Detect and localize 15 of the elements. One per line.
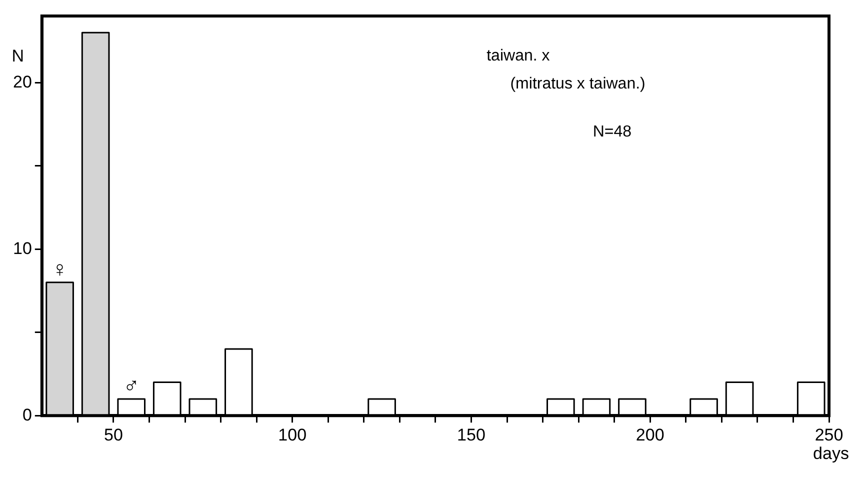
x-tick-label: 250 bbox=[814, 425, 844, 444]
annotation: (mitratus x taiwan.) bbox=[510, 75, 646, 92]
y-tick-label: 10 bbox=[12, 238, 32, 258]
x-axis-title: days bbox=[813, 444, 849, 463]
x-tick-label: 50 bbox=[104, 425, 123, 444]
x-tick-label: 150 bbox=[457, 425, 486, 444]
annotation: taiwan. x bbox=[486, 47, 550, 64]
annotation: N=48 bbox=[592, 123, 632, 140]
annotation: ♀ bbox=[52, 256, 68, 282]
y-tick-label: 20 bbox=[12, 72, 32, 92]
y-tick-label: 0 bbox=[22, 405, 32, 424]
x-tick-label: 100 bbox=[278, 425, 307, 444]
annotation: ♂ bbox=[123, 373, 140, 398]
x-tick-label: 200 bbox=[636, 425, 664, 444]
y-axis-title: N bbox=[12, 46, 24, 66]
